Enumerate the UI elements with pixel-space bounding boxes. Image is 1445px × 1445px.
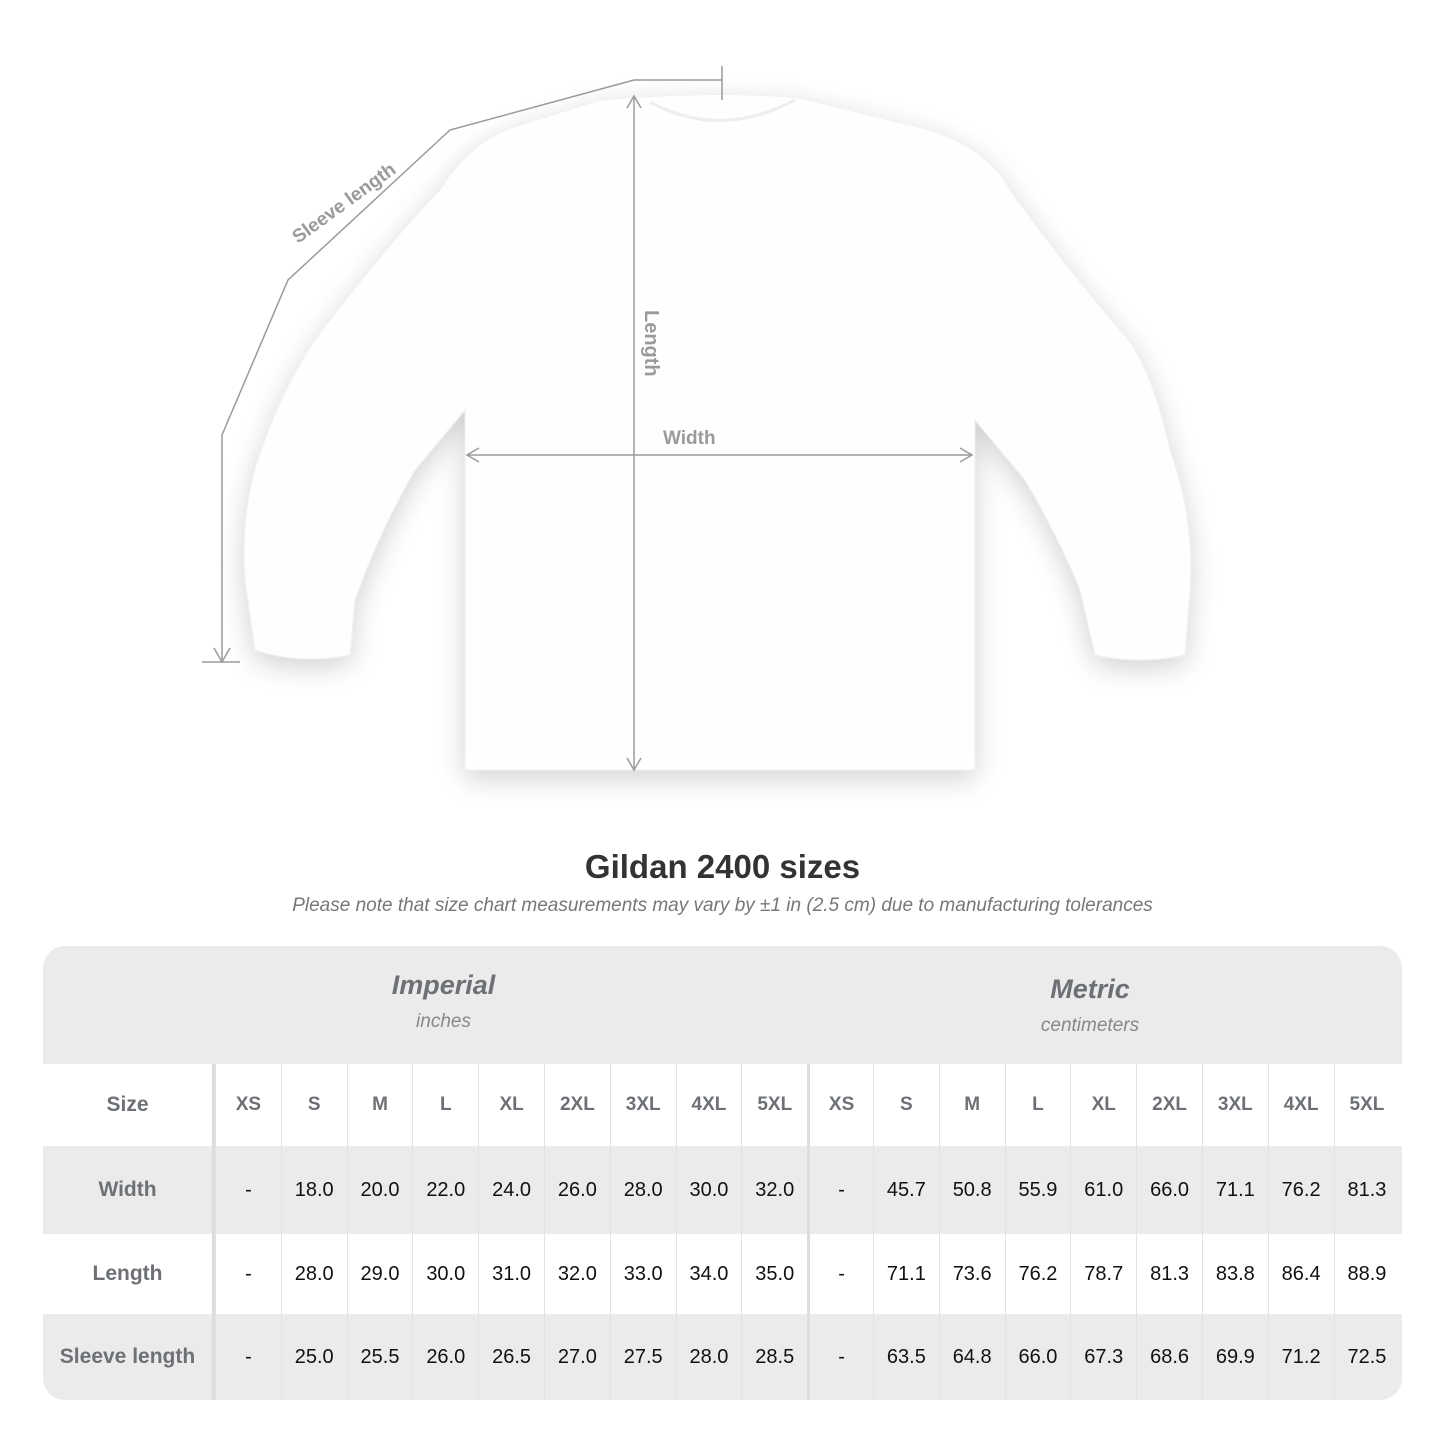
table-cell: 28.5 [741,1314,807,1400]
table-cell: 30.0 [675,1146,742,1234]
size-column-header: L [412,1064,478,1146]
width-label: Width [663,428,716,449]
imperial-header: Imperial inches [215,946,672,1064]
table-cell: 76.2 [1267,1146,1334,1234]
imperial-unit: inches [416,1011,471,1032]
size-column-header: XS [807,1064,873,1146]
table-cell: 81.3 [1136,1234,1202,1314]
table-cell: - [215,1234,281,1314]
table-cell: - [215,1146,281,1234]
table-row: Sleeve length -25.0 25.5 26.0 26.5 27.0 27.5 28… [43,1314,1402,1400]
table-cell: 64.8 [938,1314,1005,1400]
tolerance-note: Please note that size chart measurements… [292,895,1153,916]
table-cell: 78.7 [1070,1234,1136,1314]
table-cell: 86.4 [1267,1234,1334,1314]
size-column-header: M [938,1064,1005,1146]
size-column-header: 4XL [675,1064,742,1146]
table-cell: 26.0 [412,1314,478,1400]
page-title: Gildan 2400 sizes [584,848,861,885]
table-cell: 25.5 [346,1314,413,1400]
table-cell: - [807,1146,873,1234]
size-column-header: XL [478,1064,544,1146]
table-cell: 33.0 [609,1234,676,1314]
table-cell: 25.0 [280,1314,347,1400]
table-cell: 66.0 [1004,1314,1071,1400]
measurement-lines [202,66,974,772]
table-cell: - [807,1234,873,1314]
table-cell: 18.0 [280,1146,347,1234]
unit-header-band [43,946,1402,1064]
shirt-diagram: Sleeve length Length Width [202,66,1192,772]
size-column-header: 4XL [1267,1064,1334,1146]
size-column-header: XL [1070,1064,1136,1146]
size-column-header: 5XL [741,1064,807,1146]
table-cell: - [807,1314,873,1400]
sleeve-length-line [221,79,722,660]
table-cell: 26.5 [478,1314,544,1400]
size-table: Imperial inches Metric centimeters Size X… [43,946,1402,1400]
table-row: Width -18.0 20.0 22.0 24.0 26.0 28.0 30.0 32.0-4… [43,1146,1402,1234]
table-cell: 69.9 [1201,1314,1268,1400]
size-column-header: S [872,1064,939,1146]
row-label: Length [43,1234,215,1314]
table-cell: 68.6 [1136,1314,1202,1400]
sleeve-length-label: Sleeve length [289,159,400,248]
table-cell: 63.5 [872,1314,939,1400]
row-label: Sleeve length [43,1314,215,1400]
table-cell: 27.0 [543,1314,610,1400]
size-column-header: 3XL [609,1064,676,1146]
table-cell: 28.0 [609,1146,676,1234]
metric-header: Metric centimeters [810,950,1370,1068]
table-cell: 32.0 [741,1146,807,1234]
table-cell: 72.5 [1333,1314,1400,1400]
size-label: Size [43,1064,215,1146]
size-header-row: Size XS S M L XL 2XL 3XL 4XL 5XL XS S M L XL 2XL 3XL 4XL 5… [43,1064,1402,1146]
table-cell: 35.0 [741,1234,807,1314]
size-column-header: S [280,1064,347,1146]
table-cell: 45.7 [872,1146,939,1234]
table-cell: 27.5 [609,1314,676,1400]
table-cell: 29.0 [346,1234,413,1314]
table-cell: 81.3 [1333,1146,1400,1234]
table-cell: 55.9 [1004,1146,1071,1234]
table-cell: 20.0 [346,1146,413,1234]
table-cell: 61.0 [1070,1146,1136,1234]
table-cell: 28.0 [675,1314,742,1400]
table-cell: - [215,1314,281,1400]
table-cell: 50.8 [938,1146,1005,1234]
metric-title: Metric [1050,974,1130,1004]
metric-unit: centimeters [1040,1015,1140,1036]
table-cell: 71.1 [872,1234,939,1314]
table-cell: 31.0 [478,1234,544,1314]
table-cell: 88.9 [1333,1234,1400,1314]
size-column-header: 5XL [1333,1064,1400,1146]
table-cell: 66.0 [1136,1146,1202,1234]
row-label: Width [43,1146,215,1234]
table-cell: 76.2 [1004,1234,1071,1314]
size-column-header: L [1004,1064,1071,1146]
imperial-title: Imperial [391,970,496,1000]
length-label: Length [640,310,662,377]
table-cell: 73.6 [938,1234,1005,1314]
size-column-header: XS [215,1064,281,1146]
table-row: Length -28.0 29.0 30.0 31.0 32.0 33.0 34.0 35.0-… [43,1234,1402,1314]
table-cell: 26.0 [543,1146,610,1234]
table-cell: 22.0 [412,1146,478,1234]
table-cell: 71.2 [1267,1314,1334,1400]
size-column-header: 3XL [1201,1064,1268,1146]
size-column-header: 2XL [543,1064,610,1146]
table-cell: 30.0 [412,1234,478,1314]
size-column-header: 2XL [1136,1064,1202,1146]
size-column-header: M [346,1064,413,1146]
table-cell: 32.0 [543,1234,610,1314]
table-cell: 24.0 [478,1146,544,1234]
table-cell: 34.0 [675,1234,742,1314]
long-sleeve-shirt [243,93,1192,771]
table-cell: 83.8 [1201,1234,1268,1314]
table-cell: 67.3 [1070,1314,1136,1400]
table-cell: 71.1 [1201,1146,1268,1234]
table-cell: 28.0 [280,1234,347,1314]
